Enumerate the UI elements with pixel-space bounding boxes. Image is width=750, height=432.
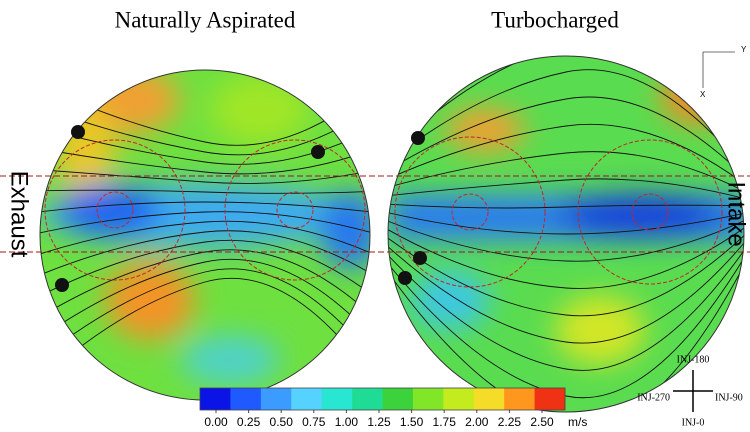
axis-indicator-label: Y (741, 45, 747, 54)
compass-label: INJ-270 (637, 392, 670, 403)
side-label: Intake (723, 181, 750, 246)
colorbar-tick-label: 0.00 (204, 415, 228, 429)
colorbar-tick-label: 1.50 (400, 415, 424, 429)
vortex-core (413, 251, 427, 265)
flow-field-right (385, 42, 750, 425)
colorbar-tick-label: 2.50 (530, 415, 554, 429)
vortex-core (55, 278, 69, 292)
colorbar-swatch (383, 388, 414, 410)
colorbar-tick-label: 2.00 (465, 415, 489, 429)
colorbar-tick-label: 1.75 (433, 415, 457, 429)
vortex-core (398, 271, 412, 285)
colorbar-swatch (443, 388, 474, 410)
colorbar-unit: m/s (568, 415, 587, 429)
colorbar-swatch (200, 388, 231, 410)
side-label: Exhaust (6, 171, 33, 258)
panel-title: Turbocharged (491, 7, 619, 32)
compass-glyph (673, 370, 713, 412)
compass-label: INJ-0 (682, 417, 705, 428)
vortex-core (71, 125, 85, 139)
colorbar-tick-label: 1.00 (335, 415, 359, 429)
vortex-core (311, 145, 325, 159)
colorbar-swatch (230, 388, 261, 410)
colorbar: 0.00 0.25 0.50 0.75 1.00 1.25 1.50 1.75 2.00 2.25… (200, 388, 565, 429)
panel-title: Naturally Aspirated (115, 7, 296, 32)
flow-field-left (30, 60, 390, 420)
colorbar-tick-label: 0.50 (270, 415, 294, 429)
colorbar-swatch (291, 388, 322, 410)
colorbar-swatch (261, 388, 292, 410)
colorbar-tick-label: 2.25 (498, 415, 522, 429)
compass-label: INJ-90 (715, 392, 743, 403)
colorbar-swatch (504, 388, 535, 410)
colorbar-swatch (474, 388, 505, 410)
axis-indicator-label: X (700, 90, 706, 99)
colorbar-tick-label: 0.75 (302, 415, 326, 429)
colorbar-tick-label: 0.25 (237, 415, 261, 429)
figure: Naturally Aspirated Turbocharged Exhaust… (0, 0, 750, 432)
colorbar-swatch (352, 388, 383, 410)
axes-indicator-glyph (703, 52, 735, 88)
vortex-core (411, 131, 425, 145)
colorbar-tick-label: 1.25 (367, 415, 391, 429)
compass-label: INJ-180 (677, 354, 710, 365)
colorbar-swatch (413, 388, 444, 410)
colorbar-swatch (535, 388, 566, 410)
colorbar-swatch (322, 388, 353, 410)
